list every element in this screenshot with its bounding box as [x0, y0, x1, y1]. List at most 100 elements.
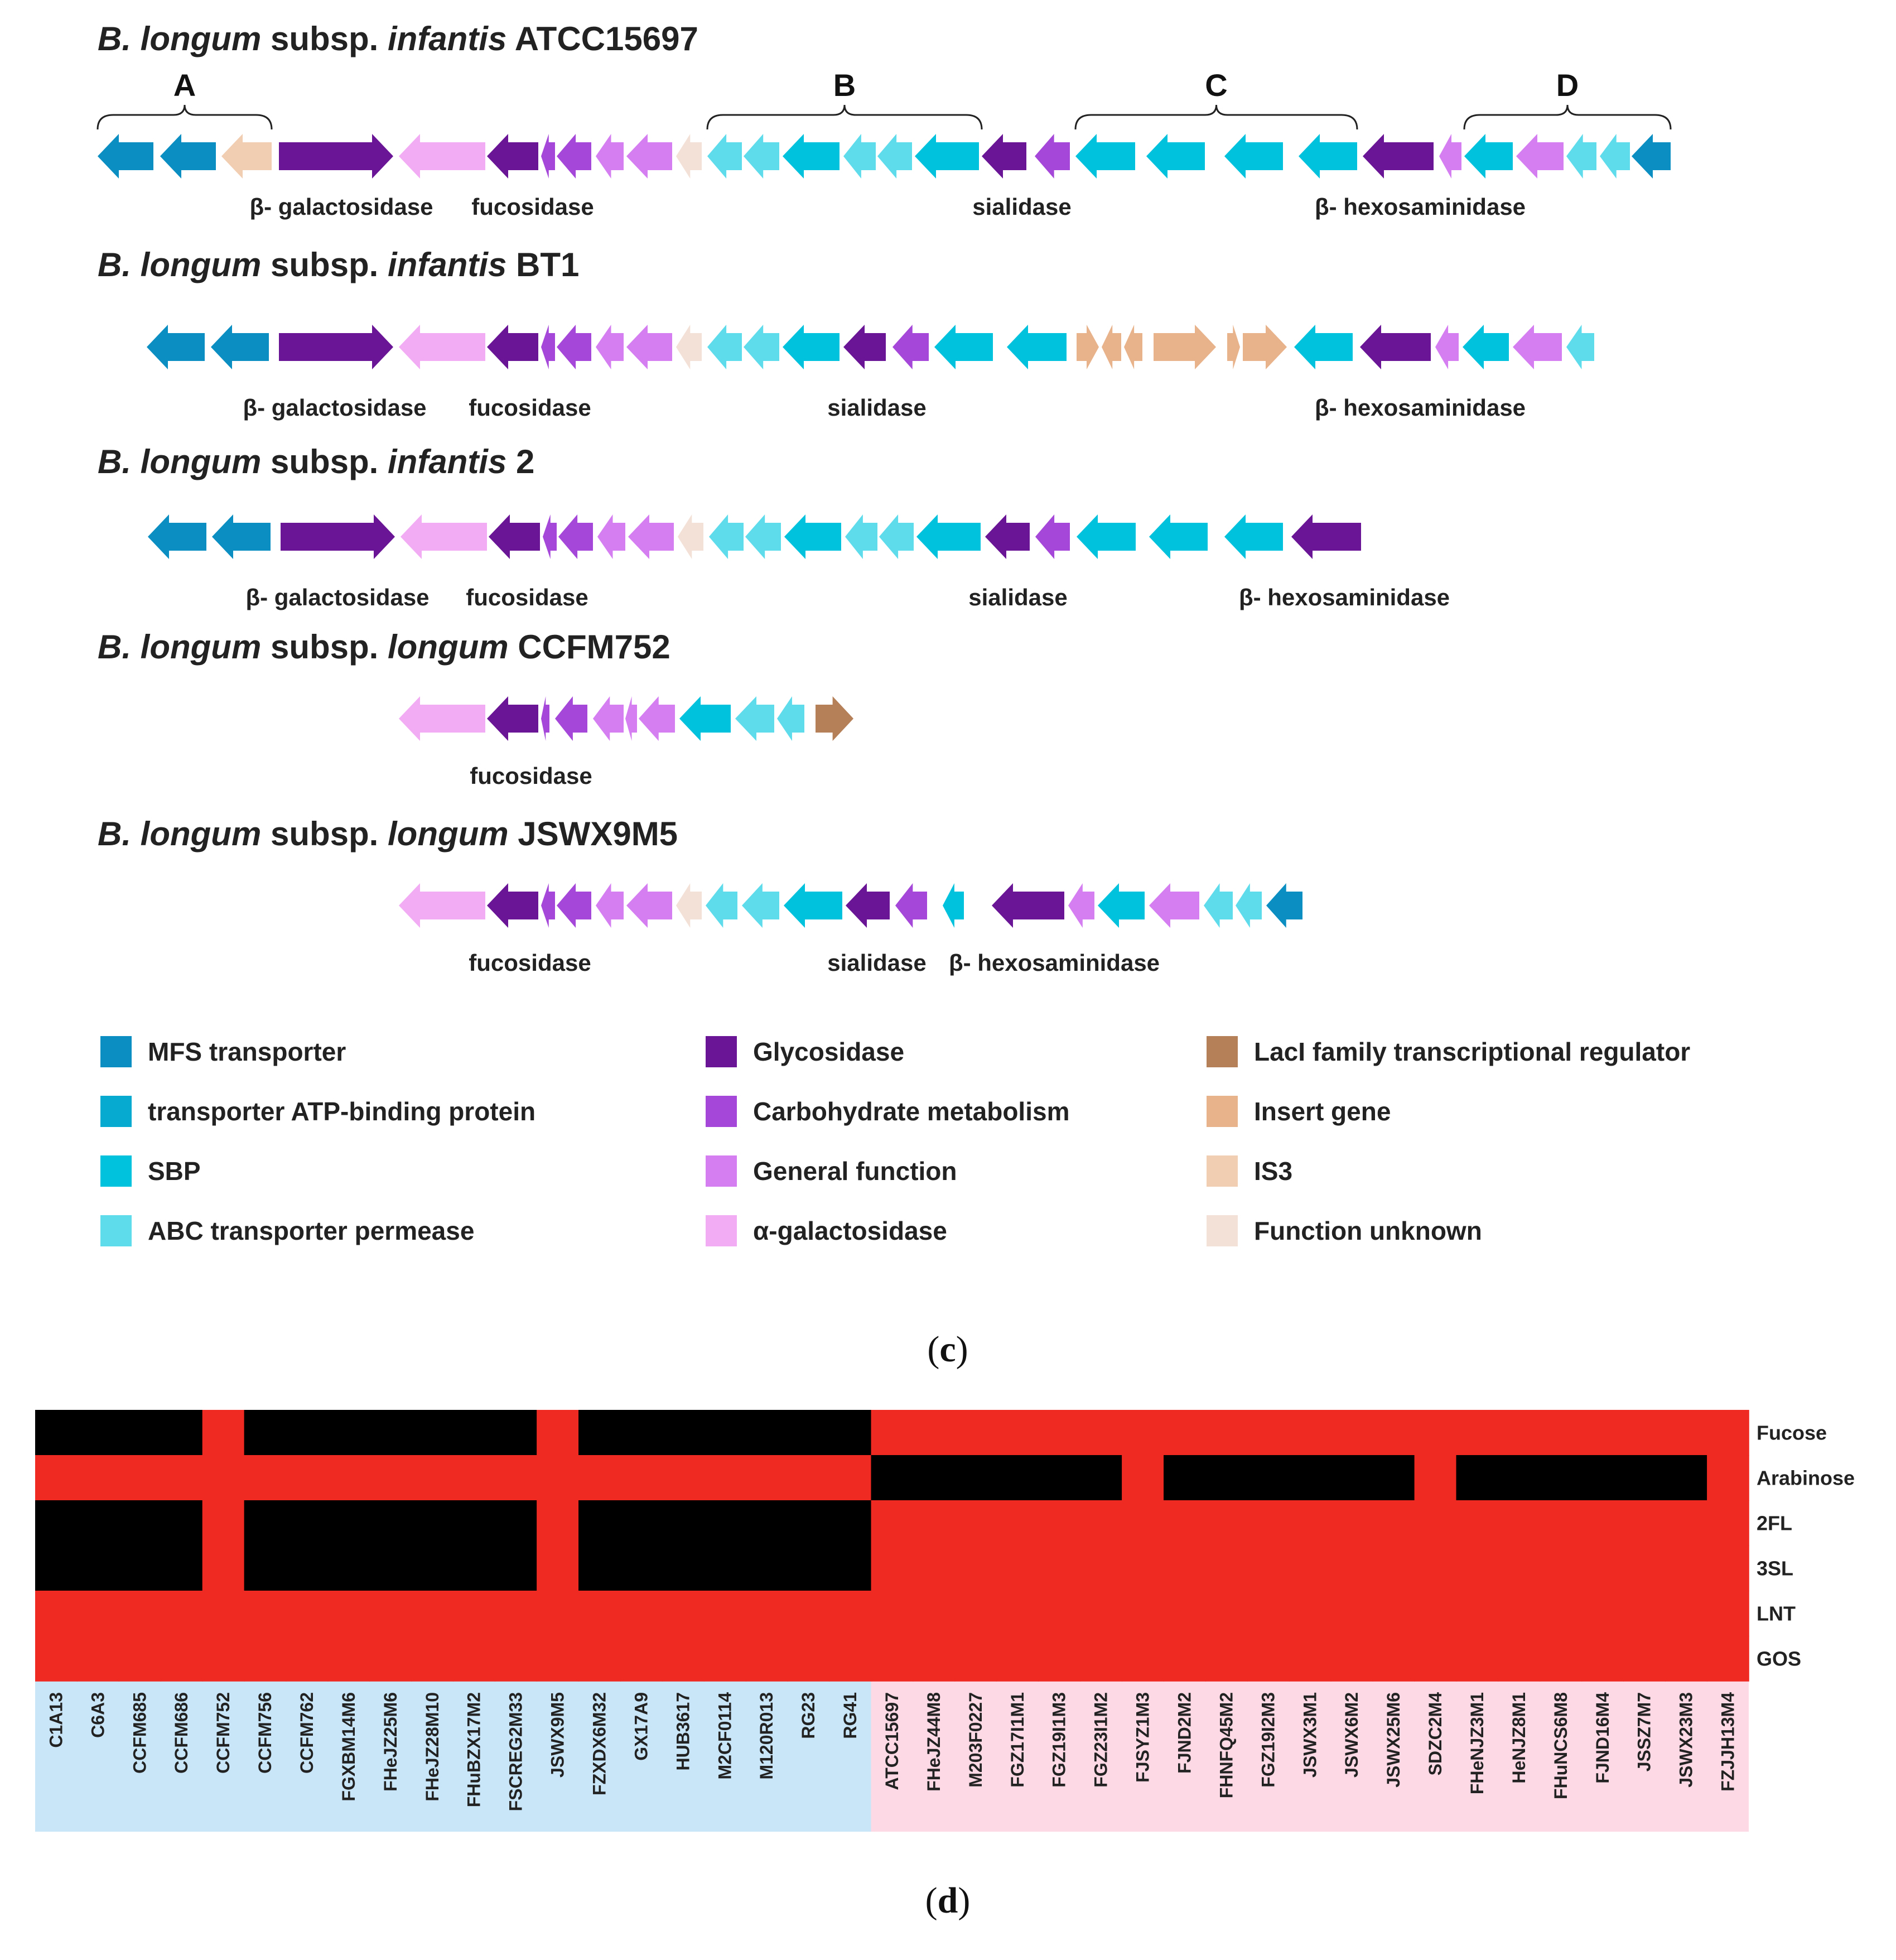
heatmap-cell: [495, 1500, 537, 1546]
heatmap-cell: [1122, 1636, 1164, 1682]
heatmap-cell: [1498, 1591, 1541, 1636]
gene-arrow-gen: [1439, 134, 1461, 179]
heatmap-cell: [620, 1591, 663, 1636]
gene-arrow-unk: [678, 514, 703, 559]
heatmap-cell: [453, 1591, 495, 1636]
gene-arrow-sbp: [916, 514, 981, 559]
gene-arrow-gen: [1068, 883, 1094, 928]
legend-swatch: [100, 1096, 132, 1127]
heatmap-cell: [1164, 1545, 1206, 1591]
heatmap-cell: [578, 1410, 621, 1456]
legend-label: SBP: [148, 1157, 201, 1186]
heatmap-cell: [1414, 1591, 1457, 1636]
legend-swatch: [1207, 1155, 1238, 1187]
gene-arrow-ins: [1077, 325, 1099, 369]
heatmap-cell: [35, 1455, 78, 1501]
heatmap-cell: [76, 1591, 119, 1636]
heatmap-cell: [745, 1455, 788, 1501]
gene-arrow-sbp: [934, 325, 993, 369]
heatmap-cell: [1414, 1545, 1457, 1591]
heatmap-cell: [202, 1591, 245, 1636]
gene-arrow-sbp: [1463, 325, 1509, 369]
heatmap-cell: [1038, 1500, 1080, 1546]
gene-function-label: β- hexosaminidase: [1315, 394, 1526, 421]
gene-arrow-sbp: [1146, 134, 1205, 179]
legend-label: Insert gene: [1254, 1097, 1391, 1126]
gene-arrow-gen: [596, 134, 624, 179]
gene-arrow-abc: [744, 134, 779, 179]
legend-label: Function unknown: [1254, 1216, 1482, 1245]
heatmap-cell: [871, 1455, 914, 1501]
heatmap-cell: [1456, 1455, 1499, 1501]
heatmap-cell: [662, 1545, 705, 1591]
heatmap-cell: [202, 1410, 245, 1456]
heatmap-cell: [160, 1591, 203, 1636]
heatmap-cell: [327, 1636, 370, 1682]
heatmap-cell: [703, 1455, 746, 1501]
gene-arrow-abc: [1204, 883, 1233, 928]
heatmap-cell: [160, 1636, 203, 1682]
heatmap-cell: [369, 1636, 412, 1682]
legend-item: General function: [706, 1155, 957, 1187]
gene-arrow-sbp: [1075, 134, 1135, 179]
heatmap-cell: [537, 1455, 579, 1501]
heatmap-row-label: Arabinose: [1757, 1467, 1855, 1490]
gene-arrow-carb: [541, 696, 549, 741]
gene-cluster-track: B. longum subsp. infantis ATCC15697 A B C Dβ…: [97, 20, 1672, 220]
heatmap-cell: [202, 1636, 245, 1682]
heatmap-cell: [1205, 1545, 1248, 1591]
heatmap-column-label: FGZ23I1M2: [1091, 1692, 1111, 1788]
heatmap-cell: [1289, 1636, 1331, 1682]
heatmap-cell: [327, 1591, 370, 1636]
heatmap-cell: [1498, 1636, 1541, 1682]
gene-cluster-track: B. longum subsp. longum CCFM752 fucosidas…: [98, 628, 853, 789]
gene-function-label: β- hexosaminidase: [1315, 194, 1526, 220]
heatmap-cell: [829, 1591, 872, 1636]
group-1-background: [35, 1681, 871, 1832]
gene-arrow-carb: [541, 883, 555, 928]
heatmap-cell: [286, 1591, 329, 1636]
heatmap-cell: [996, 1410, 1039, 1456]
legend: MFS transporter transporter ATP-binding p…: [100, 1036, 1690, 1246]
heatmap-cell: [1372, 1591, 1415, 1636]
legend-item: MFS transporter: [100, 1036, 346, 1067]
cluster-bracket-label: A: [173, 68, 196, 103]
heatmap-cell: [787, 1636, 830, 1682]
heatmap-column-label: ATCC15697: [882, 1692, 902, 1790]
gene-function-label: β- galactosidase: [245, 584, 429, 610]
heatmap-cell: [871, 1500, 914, 1546]
gene-arrow-abc: [744, 325, 779, 369]
heatmap-cell: [1164, 1500, 1206, 1546]
heatmap-cell: [537, 1500, 579, 1546]
gene-arrow-abc: [709, 514, 744, 559]
track-title: B. longum subsp. longum CCFM752: [98, 628, 670, 666]
heatmap-cell: [369, 1500, 412, 1546]
heatmap-cell: [369, 1545, 412, 1591]
legend-label: Carbohydrate metabolism: [753, 1097, 1069, 1126]
heatmap-cell: [578, 1500, 621, 1546]
gene-arrow-unk: [676, 325, 702, 369]
heatmap-cell: [1498, 1500, 1541, 1546]
heatmap-cell: [1540, 1455, 1583, 1501]
heatmap-cell: [160, 1500, 203, 1546]
heatmap-cell: [703, 1545, 746, 1591]
heatmap-cell: [244, 1410, 287, 1456]
heatmap-column-label: M2CF0114: [715, 1692, 735, 1780]
gene-arrow-mfs: [147, 325, 205, 369]
gene-arrow-carb: [557, 134, 591, 179]
heatmap-cell: [244, 1636, 287, 1682]
gene-arrow-mfs: [160, 134, 216, 179]
gene-arrow-carb: [541, 325, 555, 369]
panel-d-caption-letter: d: [938, 1880, 958, 1921]
gene-arrow-carb: [541, 134, 555, 179]
gene-arrow-unk: [676, 883, 702, 928]
heatmap-cell: [996, 1500, 1039, 1546]
heatmap-column-label: FJND2M2: [1174, 1692, 1194, 1774]
gene-function-label: β- galactosidase: [249, 194, 433, 220]
heatmap-cell: [1581, 1500, 1624, 1546]
heatmap-cell: [996, 1545, 1039, 1591]
heatmap-column-label: FHNFQ45M2: [1216, 1692, 1236, 1798]
heatmap-cell: [286, 1410, 329, 1456]
heatmap-cell: [787, 1410, 830, 1456]
heatmap-cell: [35, 1500, 78, 1546]
